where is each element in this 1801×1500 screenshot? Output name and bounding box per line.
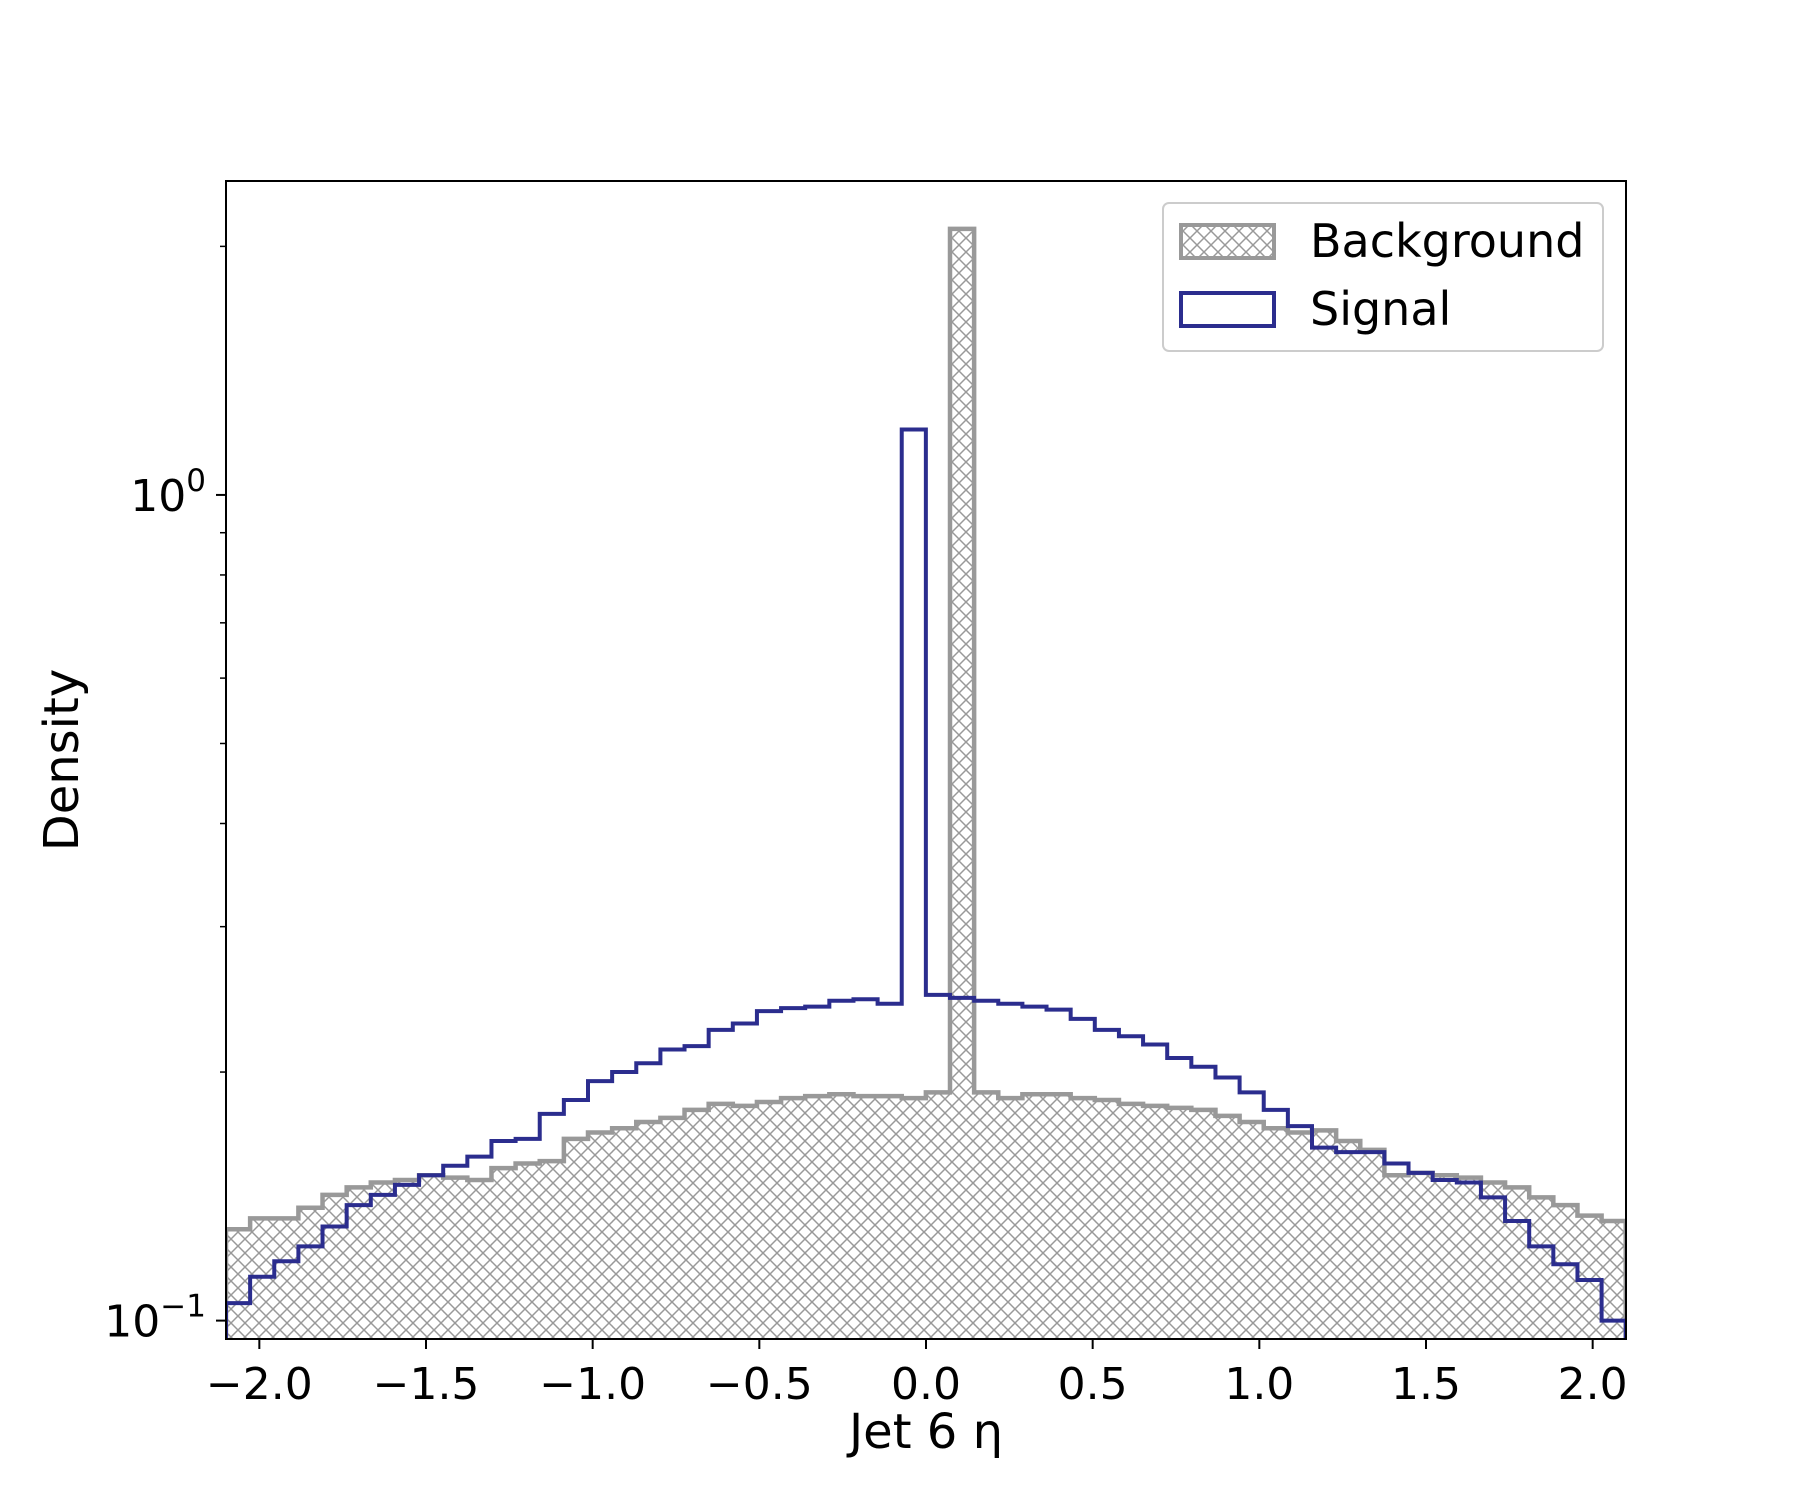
background-bar xyxy=(298,1207,324,1339)
background-bar xyxy=(370,1182,396,1339)
x-tick-label: 1.5 xyxy=(1391,1359,1461,1410)
background-bar xyxy=(1432,1175,1458,1339)
background-bar xyxy=(322,1194,348,1339)
background-bar xyxy=(1505,1187,1530,1339)
y-axis-ticks: 10−1 100 xyxy=(104,245,226,1348)
background-bar xyxy=(781,1098,806,1339)
background-bar xyxy=(1312,1130,1337,1339)
background-bar xyxy=(226,1229,251,1339)
background-bar xyxy=(877,1096,903,1339)
background-bar xyxy=(1287,1132,1313,1339)
background-bar xyxy=(515,1163,541,1339)
background-bar xyxy=(732,1105,758,1339)
x-tick-label: −1.5 xyxy=(373,1359,480,1410)
background-bar xyxy=(588,1132,613,1339)
background-bar xyxy=(346,1187,372,1339)
legend-label-background: Background xyxy=(1310,214,1584,268)
background-bar xyxy=(1577,1215,1603,1339)
background-bar xyxy=(491,1168,517,1339)
background-bar xyxy=(1456,1177,1482,1339)
background-bar xyxy=(998,1098,1023,1339)
legend-label-signal: Signal xyxy=(1310,282,1451,336)
x-axis-ticks: −2.0 −1.5 −1.0 −0.5 0.0 0.5 1.0 1.5 2.0 xyxy=(206,1339,1628,1410)
background-bar xyxy=(1215,1115,1241,1339)
background-bar xyxy=(1553,1205,1579,1339)
background-bar xyxy=(974,1092,999,1339)
background-bar xyxy=(467,1180,493,1339)
background-step-line xyxy=(226,226,1626,1339)
signal-series xyxy=(226,427,1626,1339)
background-bar xyxy=(1601,1221,1626,1339)
background-bar xyxy=(636,1121,661,1339)
signal-step-line xyxy=(226,427,1626,1339)
background-bar xyxy=(1408,1172,1434,1339)
background-bar xyxy=(901,1098,927,1339)
x-axis-label: Jet 6 η xyxy=(846,1404,1003,1460)
background-bar xyxy=(1384,1175,1410,1339)
y-axis-label: Density xyxy=(34,669,90,851)
x-tick-label: −0.5 xyxy=(706,1359,813,1410)
background-bar xyxy=(1022,1094,1048,1339)
background-bar xyxy=(829,1094,855,1339)
background-bar xyxy=(950,228,975,1339)
x-tick-label: 2.0 xyxy=(1558,1359,1628,1410)
x-tick-label: −2.0 xyxy=(206,1359,313,1410)
x-tick-label: −1.0 xyxy=(539,1359,646,1410)
background-bar xyxy=(419,1175,444,1339)
background-bar xyxy=(443,1177,468,1339)
x-tick-label: 0.5 xyxy=(1058,1359,1128,1410)
background-bar xyxy=(708,1103,734,1339)
legend-swatch-background xyxy=(1179,223,1276,260)
background-bar xyxy=(394,1180,420,1339)
background-bar xyxy=(563,1138,589,1339)
background-bar xyxy=(1263,1128,1289,1339)
background-bar xyxy=(925,1092,951,1339)
y-tick-label: 10−1 xyxy=(104,1289,206,1348)
background-bar xyxy=(250,1218,275,1339)
background-bar xyxy=(1143,1105,1168,1339)
background-bar xyxy=(660,1117,686,1339)
background-series xyxy=(226,226,1626,1339)
background-bar xyxy=(684,1109,710,1339)
legend-swatch-signal xyxy=(1179,291,1276,328)
background-bar xyxy=(1529,1197,1554,1339)
background-bar xyxy=(1191,1109,1217,1339)
background-bar xyxy=(853,1096,879,1339)
background-bar xyxy=(805,1096,830,1339)
background-bar xyxy=(1360,1149,1385,1339)
legend: Background Signal xyxy=(1162,202,1604,352)
x-tick-label: 1.0 xyxy=(1224,1359,1294,1410)
background-bar xyxy=(756,1101,782,1339)
background-bar xyxy=(1046,1094,1072,1339)
x-tick-label: 0.0 xyxy=(891,1359,961,1410)
background-bar xyxy=(1118,1103,1144,1339)
background-bar xyxy=(539,1161,565,1339)
background-bar xyxy=(274,1218,299,1339)
plot-area xyxy=(226,226,1626,1339)
background-bar xyxy=(1167,1107,1192,1339)
background-bar xyxy=(1070,1098,1096,1339)
background-bar xyxy=(1094,1100,1120,1339)
background-bar xyxy=(1336,1141,1361,1339)
background-bar xyxy=(612,1128,637,1339)
background-bar xyxy=(1239,1121,1265,1339)
y-tick-label: 100 xyxy=(130,463,206,522)
background-bar xyxy=(1480,1182,1506,1339)
